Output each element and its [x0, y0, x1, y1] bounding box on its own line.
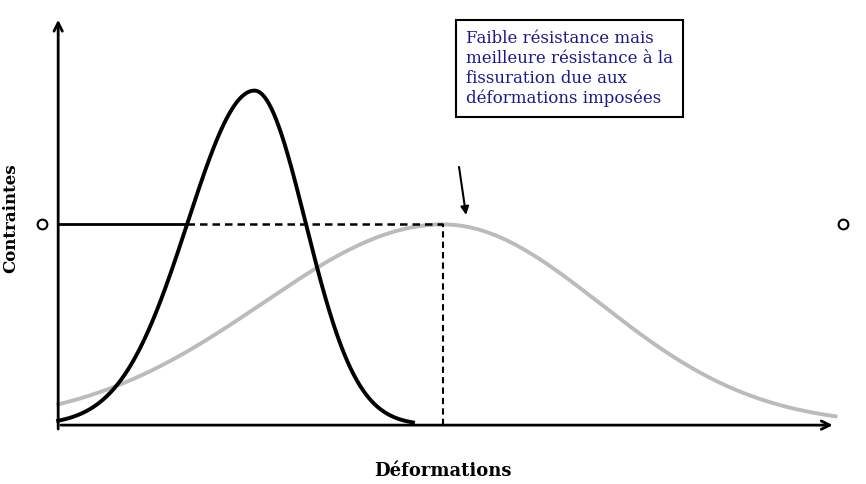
- Text: Faible résistance mais
meilleure résistance à la
fissuration due aux
déformation: Faible résistance mais meilleure résista…: [467, 30, 674, 107]
- Text: Déformations: Déformations: [374, 462, 512, 480]
- Text: Contraintes: Contraintes: [3, 163, 20, 272]
